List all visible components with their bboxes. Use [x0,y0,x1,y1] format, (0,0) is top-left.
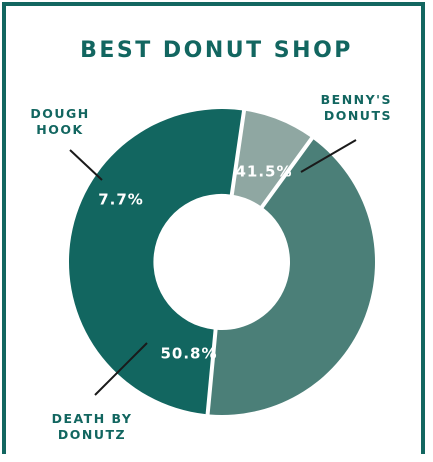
category-label-dough-hook: DOUGH HOOK [30,106,89,137]
chart-title: BEST DONUT SHOP [80,38,353,63]
slice-death-by-donutz [68,108,243,415]
leader-line-dough-hook [69,149,103,181]
category-label-death-by-donutz: DEATH BY DONUTZ [52,411,133,442]
chart-frame [2,2,425,454]
category-label-bennys: BENNY'S DONUTS [321,92,392,123]
slice-dough-hook [233,110,311,206]
slice-bennys [209,139,375,416]
leader-line-bennys [300,139,357,173]
value-label-dough-hook: 7.7% [98,191,144,209]
value-label-bennys: 41.5% [235,163,292,181]
value-label-death-by-donutz: 50.8% [160,345,217,363]
leader-line-death-by-donutz [94,342,148,396]
